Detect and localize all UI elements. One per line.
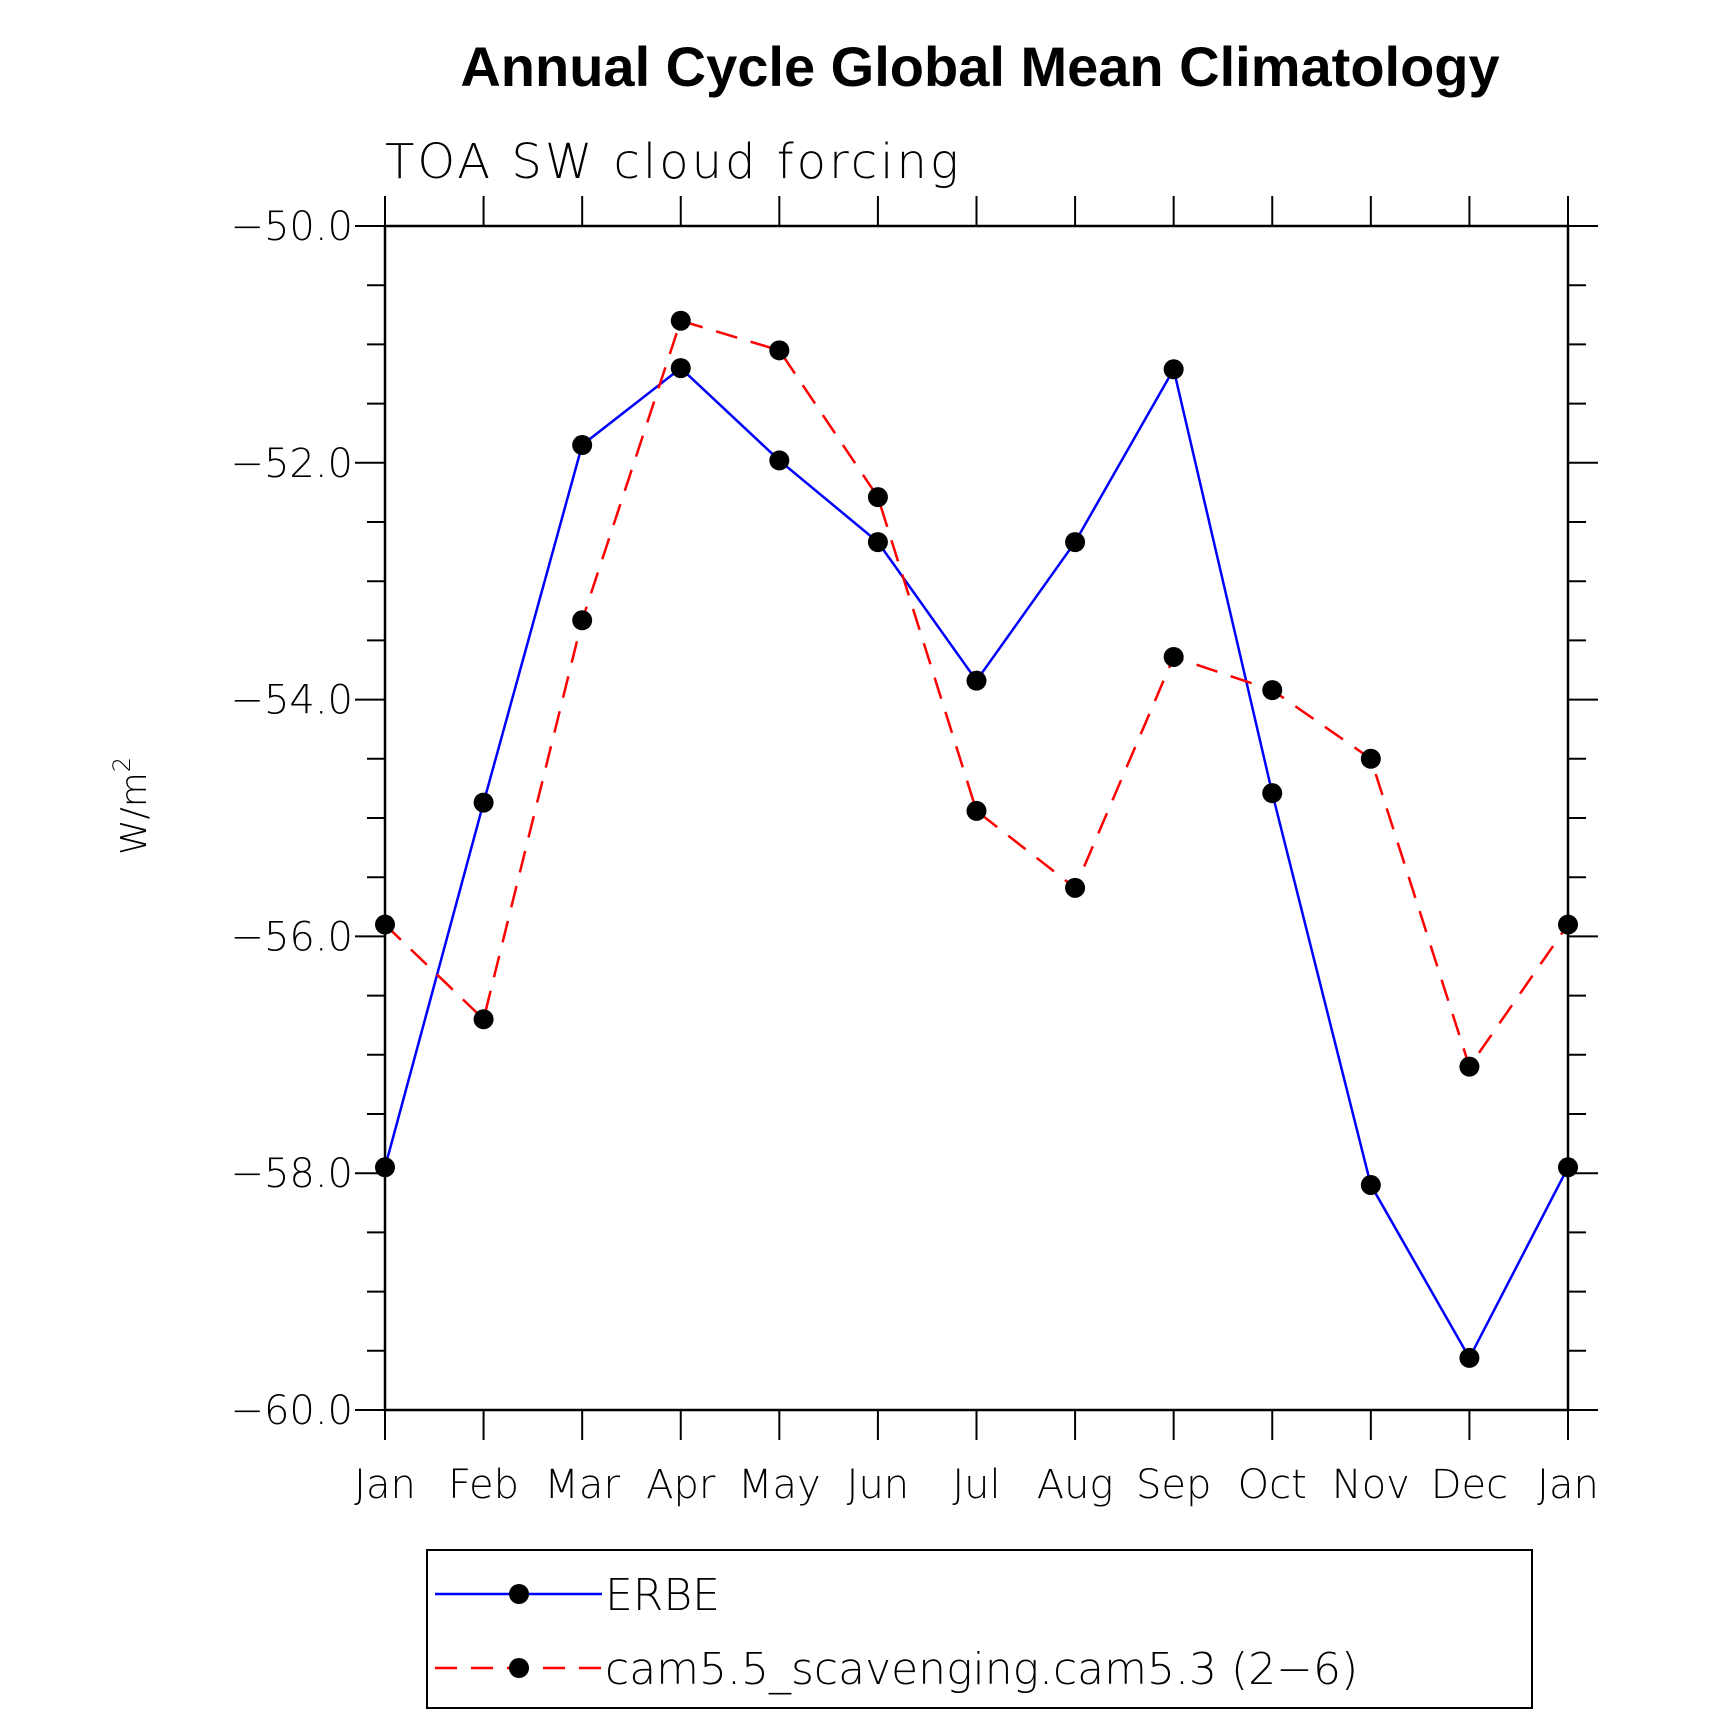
series-2 xyxy=(375,310,1578,1077)
data-point xyxy=(1163,359,1184,380)
y-tick-label: −54.0 xyxy=(230,678,353,724)
legend: ERBE cam5.5_scavenging.cam5.3 (2−6) xyxy=(426,1549,1533,1709)
legend-label: ERBE xyxy=(605,1570,720,1621)
y-tick-label: −56.0 xyxy=(230,914,353,960)
data-point xyxy=(670,358,691,379)
x-axis: Jan Feb Mar Apr May Jun Jul Aug Sep Oct Nov Dec Jan xyxy=(354,196,1599,1508)
chart-title: Annual Cycle Global Mean Climatology xyxy=(460,35,1499,98)
data-point xyxy=(572,610,593,631)
data-point xyxy=(966,670,987,691)
data-point xyxy=(1459,1347,1480,1368)
y-tick-label: −50.0 xyxy=(230,204,353,250)
legend-label: cam5.5_scavenging.cam5.3 (2−6) xyxy=(605,1644,1358,1695)
data-point xyxy=(1558,914,1578,935)
series-1 xyxy=(375,358,1578,1368)
legend-marker xyxy=(509,1584,529,1604)
series-line xyxy=(383,365,1570,1361)
y-axis-label-text: W/m xyxy=(114,772,155,855)
x-tick-label: May xyxy=(738,1462,821,1508)
data-point xyxy=(1360,748,1381,769)
x-tick-label: Jun xyxy=(847,1462,910,1508)
x-tick-label: Jan xyxy=(1537,1462,1599,1508)
x-tick-label: Jan xyxy=(354,1462,416,1508)
data-point xyxy=(1262,783,1283,804)
data-point xyxy=(670,310,691,331)
chart-subtitle: TOA SW cloud forcing xyxy=(385,134,962,190)
y-axis-label-superscript: 2 xyxy=(108,757,136,772)
data-point xyxy=(1262,680,1283,701)
data-point xyxy=(1459,1056,1480,1077)
data-point xyxy=(1065,532,1086,553)
y-tick-label: −58.0 xyxy=(230,1151,353,1197)
y-axis: −50.0 −52.0 −54.0 −56.0 −58.0 −60.0 xyxy=(230,204,1598,1434)
y-tick-label: −52.0 xyxy=(230,441,353,487)
data-point xyxy=(375,914,395,935)
data-point xyxy=(473,792,494,813)
data-point xyxy=(867,532,888,553)
data-point xyxy=(1163,646,1184,667)
svg-text:W/m2: W/m2 xyxy=(108,757,155,855)
series-line xyxy=(384,319,1570,1070)
legend-marker xyxy=(509,1658,529,1678)
data-point xyxy=(966,800,987,821)
series-layer xyxy=(375,310,1578,1368)
data-point xyxy=(572,435,593,456)
x-tick-label: Dec xyxy=(1431,1462,1508,1508)
y-tick-label: −60.0 xyxy=(230,1388,353,1434)
data-point xyxy=(473,1009,494,1030)
y-axis-label: W/m2 xyxy=(108,757,155,855)
data-point xyxy=(1360,1175,1381,1196)
data-point xyxy=(1558,1157,1578,1178)
data-point xyxy=(1065,877,1086,898)
x-tick-label: Aug xyxy=(1037,1462,1114,1508)
x-tick-label: Nov xyxy=(1332,1462,1410,1508)
x-tick-label: Jul xyxy=(952,1462,1000,1508)
data-point xyxy=(769,340,790,361)
x-tick-label: Feb xyxy=(448,1462,519,1508)
x-tick-label: Apr xyxy=(646,1462,716,1508)
x-tick-label: Sep xyxy=(1136,1462,1211,1508)
x-tick-label: Oct xyxy=(1238,1462,1307,1508)
legend-box xyxy=(426,1549,1533,1709)
data-point xyxy=(867,487,888,508)
data-point xyxy=(769,450,790,471)
x-tick-label: Mar xyxy=(544,1462,620,1508)
data-point xyxy=(375,1157,395,1178)
